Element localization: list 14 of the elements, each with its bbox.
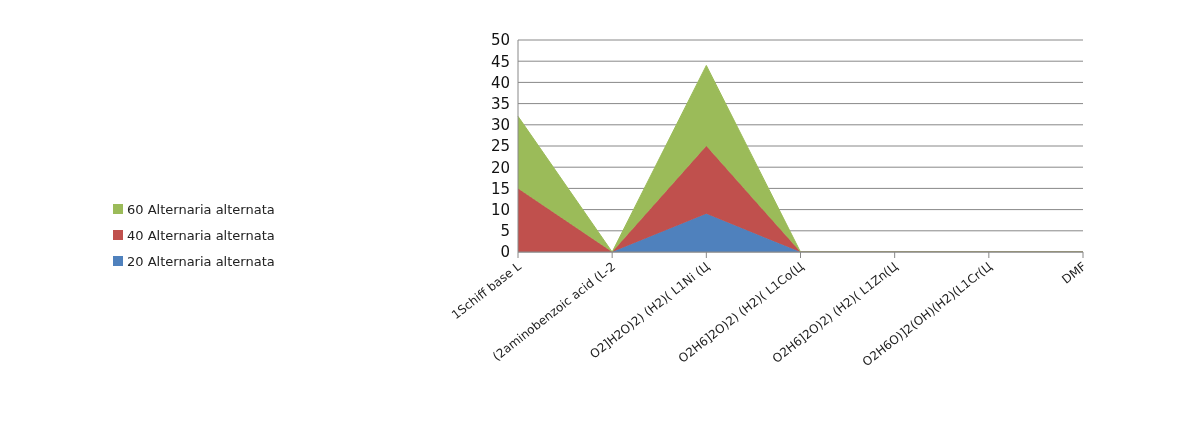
y-tick-label: 40 bbox=[490, 73, 510, 92]
legend-label: 40 Alternaria alternata bbox=[126, 226, 275, 245]
y-tick-label: 20 bbox=[490, 158, 510, 177]
y-tick-label: 5 bbox=[500, 222, 510, 241]
y-tick-label: 30 bbox=[490, 116, 510, 135]
y-tick-label: 50 bbox=[490, 31, 510, 50]
legend-label: 20 Alternaria alternata bbox=[126, 252, 275, 271]
y-tick-label: 15 bbox=[490, 179, 510, 198]
legend-label: 60 Alternaria alternata bbox=[126, 200, 275, 219]
y-tick-label: 0 bbox=[500, 243, 510, 262]
y-tick-label: 25 bbox=[490, 137, 510, 156]
y-tick-label: 10 bbox=[490, 200, 510, 219]
y-tick-label: 35 bbox=[490, 94, 510, 113]
y-tick-label: 45 bbox=[490, 52, 510, 71]
